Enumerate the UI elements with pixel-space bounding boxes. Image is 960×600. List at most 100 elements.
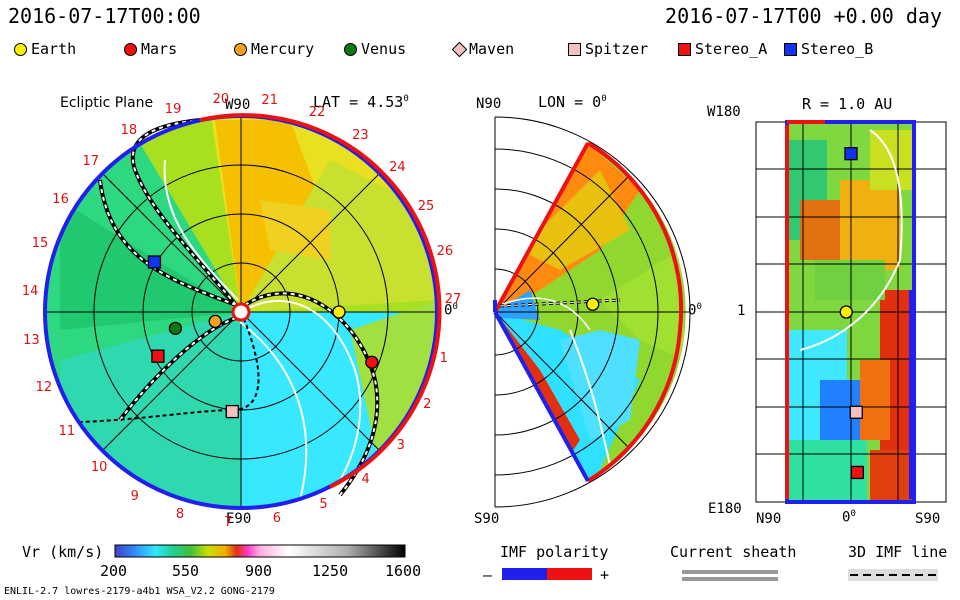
carrington-label: 10 — [90, 460, 108, 476]
meridional-panel — [493, 116, 691, 508]
carrington-label: 1 — [439, 350, 448, 366]
spitzer-marker — [849, 405, 863, 419]
ecliptic-title: Ecliptic Plane — [60, 95, 154, 111]
w90-label: W90 — [225, 97, 251, 113]
venus-marker-icon — [344, 42, 357, 56]
s90-label-3: S90 — [915, 511, 941, 527]
earth-marker — [332, 305, 346, 319]
stereo_a-marker-icon — [678, 42, 691, 56]
carrington-label: 7 — [224, 514, 233, 530]
carrington-label: 17 — [82, 153, 100, 169]
one-label: 1 — [737, 303, 746, 319]
mars-marker — [365, 355, 379, 369]
ecliptic-panel — [43, 113, 442, 510]
imf-polarity-bar-plus — [547, 568, 592, 580]
datetime-right: 2016-07-17T00 +0.00 day — [665, 4, 942, 28]
earth-marker — [839, 305, 853, 319]
legend-label: Maven — [469, 40, 515, 58]
carrington-label: 3 — [396, 437, 405, 453]
earth-marker — [586, 297, 600, 311]
r-label: R = 1.0 AU — [802, 95, 893, 113]
carrington-label: 15 — [31, 236, 49, 252]
datetime-left: 2016-07-17T00:00 — [8, 4, 201, 28]
imf-minus: – — [483, 566, 493, 584]
carrington-label: 11 — [58, 423, 76, 439]
legend-label: Spitzer — [585, 40, 649, 58]
carrington-label: 27 — [444, 292, 462, 308]
carrington-label: 5 — [319, 496, 328, 512]
zero-label-3: 00 — [842, 509, 856, 526]
earth-marker-icon — [14, 42, 27, 56]
legend-label: Mercury — [251, 40, 315, 58]
mars-marker-icon — [124, 42, 137, 56]
stereo_b-marker — [147, 255, 162, 269]
legend-label: Venus — [361, 40, 407, 58]
legend-item-mercury: Mercury — [234, 40, 314, 58]
spitzer-marker-icon — [568, 42, 581, 56]
current-sheath-line — [682, 570, 778, 574]
carrington-label: 21 — [261, 92, 278, 108]
n90-label: N90 — [476, 96, 502, 112]
legend-label: Stereo_A — [695, 40, 768, 58]
carrington-label: 4 — [361, 471, 370, 487]
mercury-marker — [208, 314, 222, 329]
mercury-marker-icon — [234, 42, 247, 56]
carrington-label: 13 — [23, 333, 40, 349]
legend-item-stereo_b: Stereo_B — [784, 40, 873, 58]
stereo_b-marker — [844, 147, 858, 161]
n90-label-3: N90 — [756, 511, 782, 527]
imf-plus: + — [600, 566, 610, 584]
venus-marker — [168, 321, 183, 336]
colorbar — [114, 544, 406, 558]
carrington-label: 19 — [164, 102, 182, 118]
legend-label: Earth — [31, 40, 77, 58]
stereo_a-marker — [850, 465, 864, 480]
legend-item-stereo_a: Stereo_A — [678, 40, 767, 58]
current-sheath-label: Current sheath — [670, 543, 797, 561]
lat-label: LAT = 4.530 — [313, 93, 409, 111]
imf-3d-label: 3D IMF line — [848, 543, 948, 561]
imf-polarity-label: IMF polarity — [500, 543, 609, 561]
legend-label: Mars — [141, 40, 178, 58]
legend-item-spitzer: Spitzer — [568, 40, 648, 58]
legend-item-mars: Mars — [124, 40, 177, 58]
carrington-label: 9 — [130, 488, 139, 504]
carrington-label: 8 — [175, 507, 185, 523]
cbar-tick-3: 1250 — [312, 562, 349, 580]
sphere-panel — [755, 120, 947, 504]
s90-label: S90 — [474, 511, 500, 527]
carrington-label: 24 — [389, 159, 406, 175]
imf-polarity-bar-minus — [502, 568, 547, 580]
carrington-label: 2 — [423, 396, 432, 412]
footer-text: ENLIL-2.7 lowres-2179-a4b1 WSA_V2.2 GONG… — [4, 586, 275, 597]
carrington-label: 23 — [352, 127, 369, 143]
carrington-label: 26 — [436, 244, 454, 260]
colorbar-label: Vr (km/s) — [22, 543, 104, 561]
carrington-label: 18 — [120, 123, 138, 139]
legend-label: Stereo_B — [801, 40, 874, 58]
w180-label: W180 — [707, 104, 741, 120]
cbar-tick-0: 200 — [100, 562, 128, 580]
stereo_a-marker — [151, 349, 165, 363]
legend-item-venus: Venus — [344, 40, 406, 58]
cbar-tick-4: 1600 — [385, 562, 422, 580]
carrington-label: 20 — [212, 91, 230, 107]
carrington-label: 25 — [417, 199, 435, 215]
zero-label-1: 00 — [444, 302, 458, 319]
e180-label: E180 — [708, 501, 742, 517]
zero-label-2: 00 — [688, 302, 702, 319]
legend-item-earth: Earth — [14, 40, 76, 58]
carrington-label: 6 — [272, 511, 282, 527]
carrington-label: 14 — [21, 284, 39, 300]
stereo_b-marker-icon — [784, 42, 797, 56]
carrington-label: 12 — [35, 380, 53, 396]
cbar-tick-2: 900 — [245, 562, 273, 580]
cbar-tick-1: 550 — [172, 562, 200, 580]
legend-item-maven: Maven — [451, 40, 515, 58]
e90-label: E90 — [226, 511, 252, 527]
spitzer-marker — [225, 404, 239, 419]
lon-label: LON = 00 — [538, 93, 607, 111]
carrington-label: 22 — [308, 105, 326, 120]
carrington-label: 16 — [52, 192, 69, 208]
